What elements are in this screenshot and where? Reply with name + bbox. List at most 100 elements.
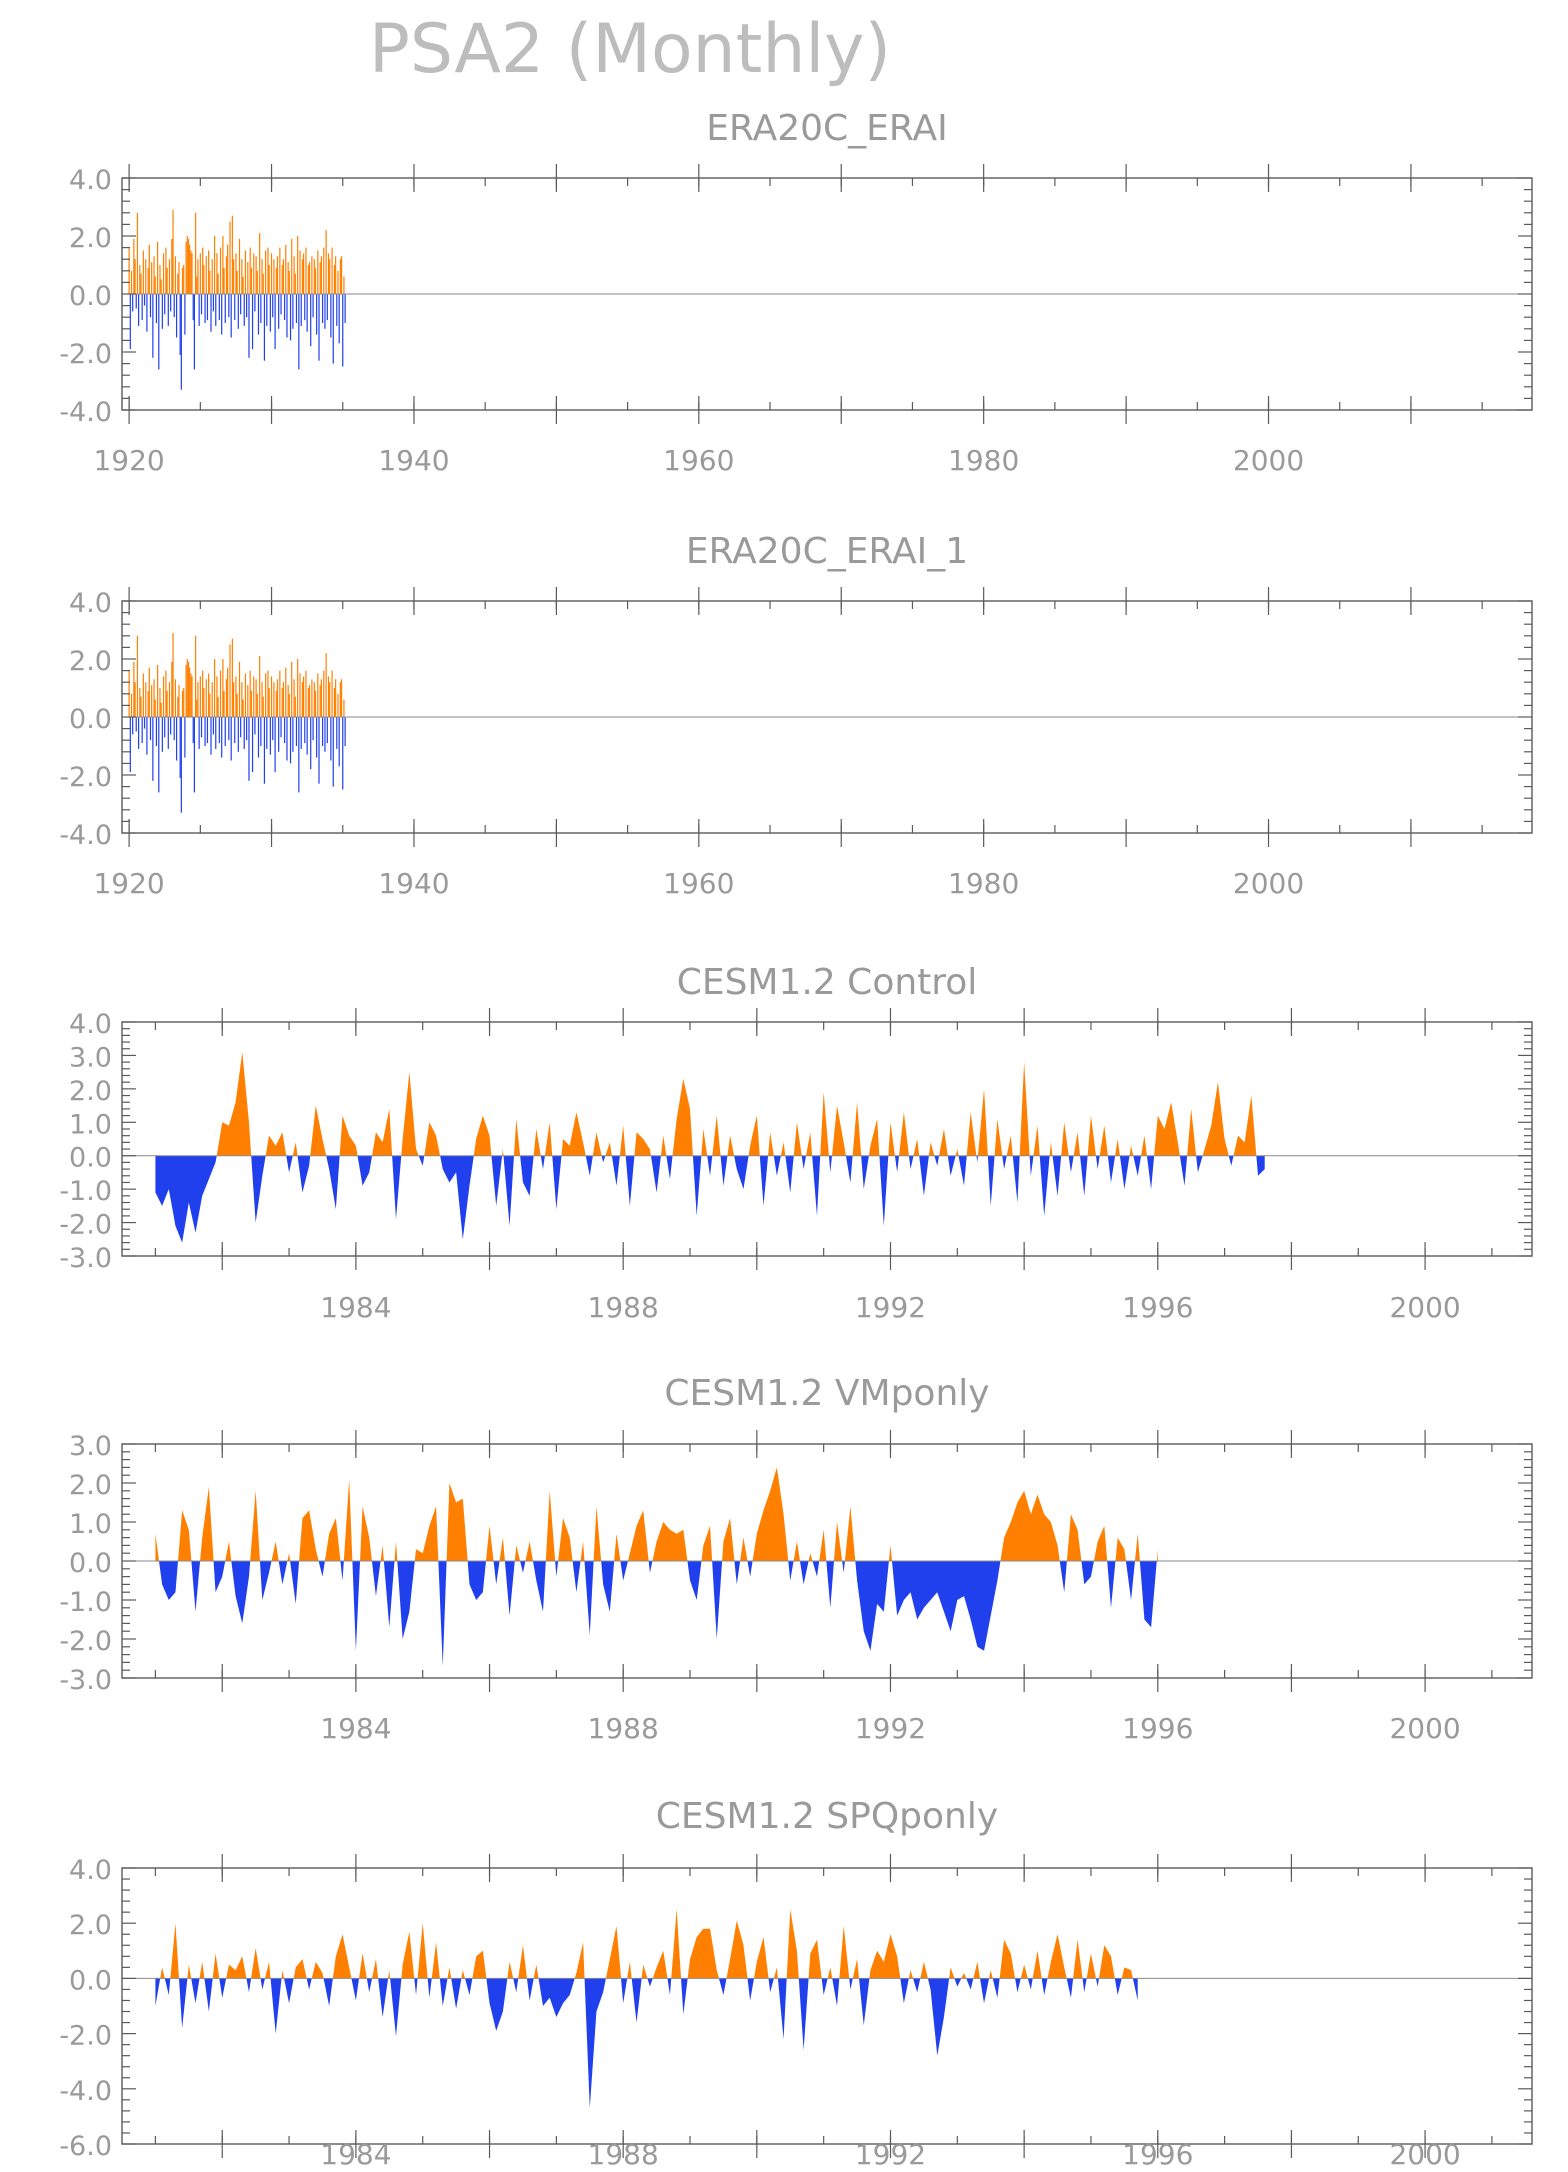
x-tick-label: 2000	[1233, 867, 1304, 900]
data-bar	[254, 717, 256, 735]
y-tick-label: 0.0	[69, 1143, 112, 1174]
data-bar	[332, 294, 334, 364]
data-bar	[300, 717, 302, 749]
data-bar	[311, 256, 313, 294]
data-bar	[308, 685, 311, 717]
positive-area	[155, 1467, 1158, 1561]
panel-title: CESM1.2 Control	[677, 962, 978, 1003]
x-tick-label: 1996	[1122, 2138, 1193, 2171]
data-bar	[190, 250, 192, 294]
data-bar	[241, 259, 243, 294]
data-bar	[209, 693, 211, 717]
data-bar	[316, 717, 318, 758]
data-bar	[177, 696, 179, 717]
data-bar	[172, 209, 174, 294]
data-bar	[330, 717, 332, 761]
data-bar	[178, 685, 180, 717]
data-bar	[243, 717, 245, 749]
data-bar	[130, 693, 133, 717]
data-bar	[324, 294, 326, 329]
data-bar	[223, 267, 225, 294]
data-bar	[219, 247, 222, 294]
y-tick-label: 0.0	[69, 281, 112, 312]
data-bar	[224, 717, 226, 746]
y-tick-label: 4.0	[69, 1855, 112, 1886]
data-bar	[261, 682, 263, 717]
data-bar	[251, 717, 254, 773]
data-bar	[323, 247, 325, 294]
data-bar	[179, 294, 181, 355]
data-bar	[218, 717, 220, 744]
data-bar	[281, 688, 283, 717]
data-bar	[311, 679, 313, 717]
data-bar	[134, 259, 136, 294]
data-bar	[184, 294, 186, 335]
data-bar	[192, 717, 194, 744]
data-bar	[275, 267, 277, 294]
data-bar	[149, 717, 152, 741]
data-bar	[160, 702, 162, 717]
data-bar	[246, 717, 248, 741]
x-tick-label: 1920	[93, 444, 164, 477]
data-bar	[325, 653, 327, 717]
y-tick-label: -3.0	[59, 1665, 112, 1696]
data-bar	[166, 690, 168, 717]
data-bar	[274, 294, 276, 350]
data-bar	[234, 717, 236, 744]
data-bar	[335, 256, 337, 294]
data-bar	[161, 294, 163, 329]
data-bar	[310, 294, 312, 347]
data-bar	[238, 238, 241, 294]
data-bar	[306, 717, 308, 755]
data-bar	[331, 670, 333, 717]
data-bar	[251, 294, 254, 350]
data-bar	[147, 690, 149, 717]
data-bar	[155, 294, 158, 323]
data-bar	[139, 688, 141, 717]
data-bar	[135, 294, 137, 309]
data-bar	[282, 682, 285, 717]
data-bar	[140, 273, 142, 294]
x-tick-label: 2000	[1389, 1291, 1460, 1324]
data-bar	[129, 717, 131, 773]
data-bar	[287, 262, 289, 294]
data-bar	[285, 244, 287, 294]
data-bar	[270, 676, 273, 717]
data-bar	[164, 717, 166, 738]
data-bar	[141, 294, 143, 321]
data-bar	[149, 294, 152, 318]
data-bar	[304, 717, 306, 744]
data-bar	[312, 294, 314, 318]
x-tick-label: 2000	[1389, 2138, 1460, 2171]
data-bar	[263, 294, 266, 361]
data-bar	[211, 682, 213, 717]
data-bar	[267, 247, 269, 294]
data-bar	[312, 717, 314, 741]
data-bar	[280, 294, 282, 315]
data-bar	[146, 717, 148, 755]
data-bar	[154, 276, 156, 294]
data-bar	[329, 259, 331, 294]
data-bar	[293, 679, 295, 717]
data-bar	[280, 717, 282, 738]
y-tick-label: -3.0	[59, 1243, 112, 1274]
x-tick-label: 1980	[948, 867, 1019, 900]
data-bar	[292, 294, 294, 329]
data-bar	[287, 685, 289, 717]
data-bar	[218, 294, 220, 321]
data-bar	[232, 259, 235, 294]
x-tick-label: 1992	[855, 2138, 926, 2171]
data-bar	[183, 265, 185, 294]
data-bar	[167, 294, 169, 326]
x-tick-label: 1920	[93, 867, 164, 900]
data-bar	[134, 682, 136, 717]
data-bar	[196, 699, 198, 717]
y-tick-label: -2.0	[59, 1210, 112, 1241]
data-bar	[210, 717, 212, 755]
data-bar	[206, 294, 209, 321]
data-bar	[333, 688, 336, 717]
data-bar	[185, 241, 187, 294]
panel-2: ERA20C_ERAI_1 -4.0 -2.0 0.0 2.0 4.0 1920 1940 19…	[59, 531, 1533, 900]
data-bar	[217, 696, 219, 717]
y-tick-label: 4.0	[69, 165, 112, 196]
